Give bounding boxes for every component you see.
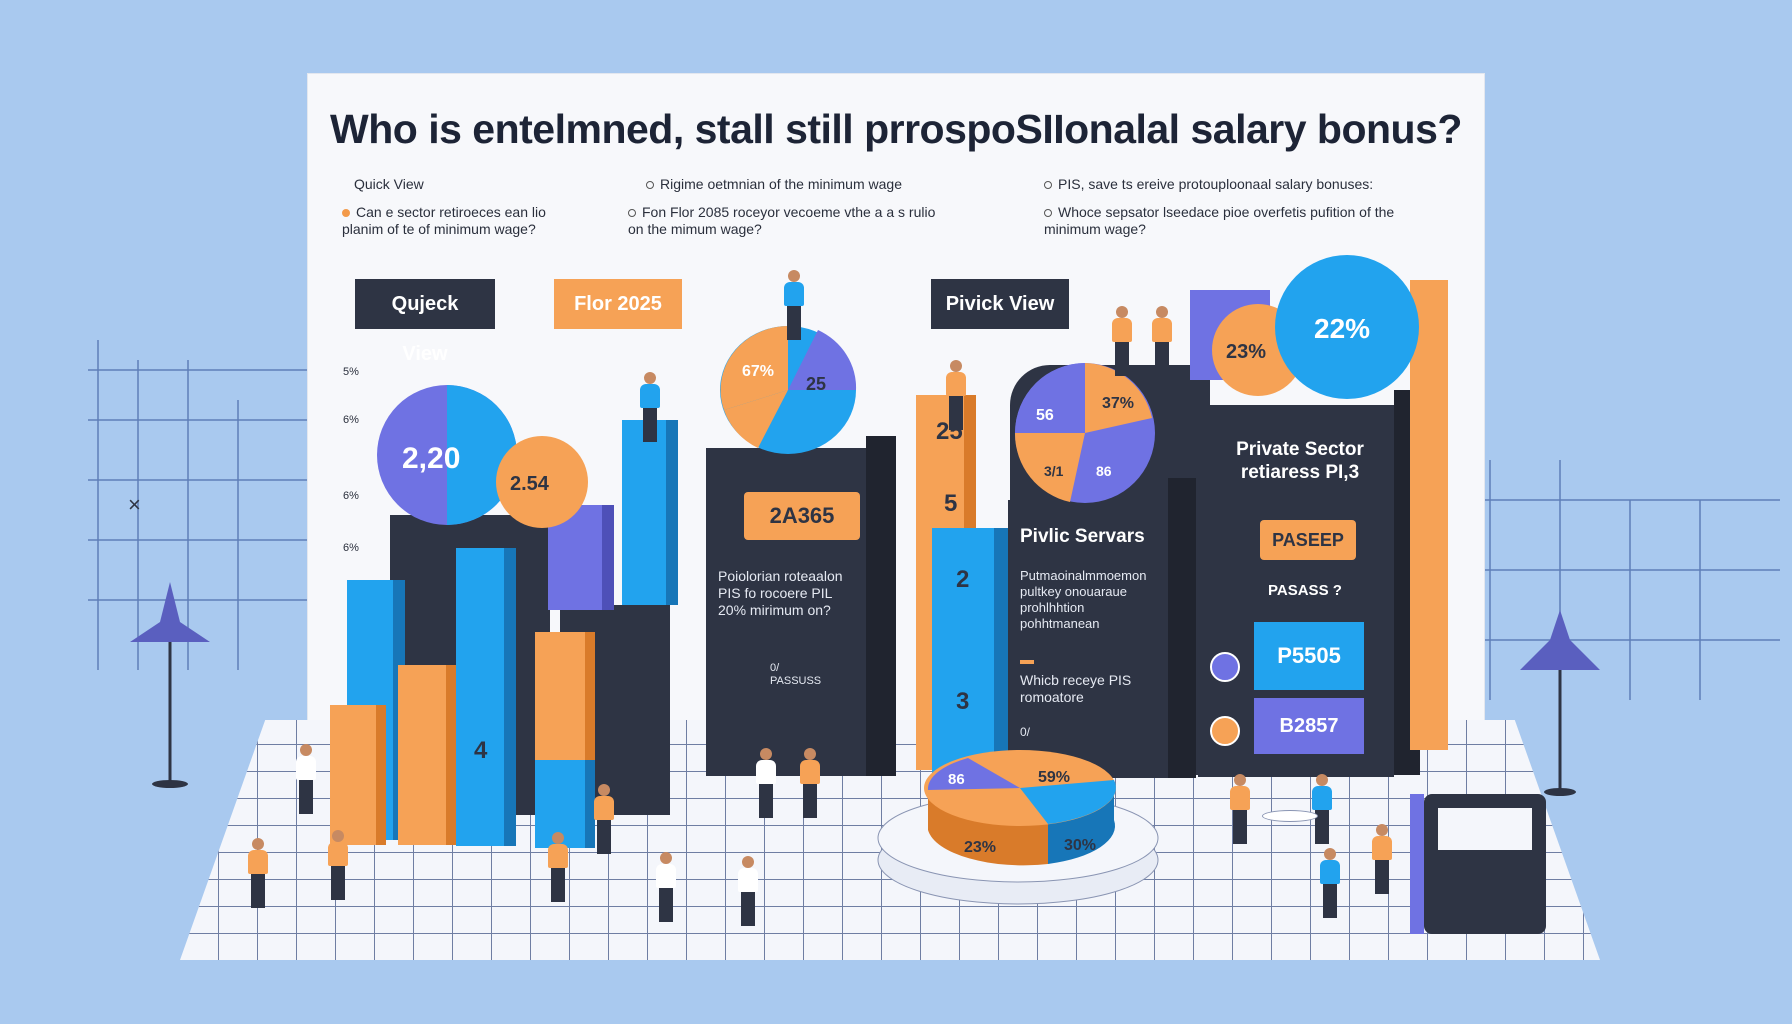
pie-label: 56 bbox=[1036, 407, 1054, 424]
note-mid-1: Rigime oetmnian of the minimum wage bbox=[646, 176, 976, 193]
note-mid-2: Fon Flor 2085 roceyor vecoeme vthe a a s… bbox=[628, 204, 936, 237]
pie-label: 3/1 bbox=[1044, 463, 1064, 479]
pivic-panel bbox=[1008, 500, 1168, 778]
floor-pie: 86 59% 23% 30% bbox=[877, 750, 1159, 905]
pie-label: 37% bbox=[1102, 395, 1134, 412]
bullet-ring-icon bbox=[628, 209, 636, 218]
axis-tick: 6% bbox=[343, 490, 359, 502]
note-quick-view: Quick View bbox=[354, 176, 424, 192]
pie-label: 59% bbox=[1038, 769, 1070, 786]
center-tag: 2A365 bbox=[744, 492, 860, 540]
center-panel-side bbox=[866, 436, 896, 776]
p-card-a: P5505 bbox=[1254, 622, 1364, 690]
background-grid-left: × bbox=[88, 340, 318, 670]
pie-left-small: 2.54 bbox=[496, 436, 588, 528]
bar-orange-2 bbox=[398, 665, 456, 845]
pie-label: 25 bbox=[806, 374, 826, 394]
pie-label: 2.54 bbox=[510, 473, 550, 495]
pivic-small: 0/ bbox=[1020, 725, 1031, 739]
note-right-2: Whoce sepsator lseedace pioe overfetis p… bbox=[1044, 204, 1395, 237]
pivic-title: Pivlic Servars bbox=[1020, 526, 1145, 547]
pivic-panel-side bbox=[1168, 478, 1196, 778]
pie-label: 67% bbox=[742, 363, 774, 380]
pie-label: 86 bbox=[948, 771, 965, 788]
pie-label: 30% bbox=[1064, 837, 1096, 854]
center-panel-text: Poiolorian roteaalon PIS fo rocoere PIL … bbox=[718, 568, 843, 618]
pie-right: 56 37% 3/1 86 bbox=[1014, 363, 1155, 503]
pie-label: 23% bbox=[1226, 341, 1266, 363]
bar-value-label: 3 bbox=[956, 688, 970, 715]
quick-view-button[interactable]: Qujeck View bbox=[355, 279, 495, 365]
note-left: Can e sector retiroeces ean lio planim o… bbox=[342, 204, 546, 237]
note-right-1: PIS, save ts ereive protouploonaal salar… bbox=[1044, 176, 1434, 193]
x-mark-icon: × bbox=[128, 492, 141, 517]
bar-value-label: 2 bbox=[956, 566, 970, 593]
pivic-question: Whicb receye PIS romoatore bbox=[1020, 672, 1132, 705]
flor-2025-button[interactable]: Flor 2025 bbox=[554, 279, 682, 329]
pie-center: 67% 25 bbox=[720, 326, 857, 454]
bullet-ring-icon bbox=[1044, 209, 1052, 218]
bullet-ring-icon bbox=[646, 181, 654, 190]
lamp-right-icon bbox=[1520, 610, 1600, 796]
pasass-text: PASASS ? bbox=[1268, 582, 1342, 599]
bullet-ring-icon bbox=[1044, 181, 1052, 190]
axis-tick: 6% bbox=[343, 414, 359, 426]
bar-orange-1 bbox=[330, 705, 386, 845]
pie-label: 2,20 bbox=[402, 442, 460, 475]
terminal-screen bbox=[1438, 808, 1532, 850]
bar-blue-right bbox=[932, 528, 1008, 778]
bullet-icon bbox=[342, 209, 350, 218]
bar-value-label: 5 bbox=[944, 490, 958, 517]
private-title: Private Sector retiaress PI,3 bbox=[1236, 439, 1364, 483]
pie-label: 23% bbox=[964, 839, 996, 856]
axis-tick: 5% bbox=[343, 366, 359, 378]
bar-value-label: 4 bbox=[474, 737, 488, 764]
bar-orange-far-right bbox=[1410, 280, 1448, 750]
bar-blue-3 bbox=[622, 420, 678, 605]
p-card-b: B2857 bbox=[1254, 698, 1364, 754]
bar-blue-4 bbox=[535, 760, 595, 848]
pivic-text: Putmaoinalmmoemon pultkey onouaraue proh… bbox=[1020, 568, 1147, 631]
axis-tick: 6% bbox=[343, 542, 359, 554]
pie-top-blue: 22% bbox=[1275, 255, 1419, 399]
connector-dot bbox=[1210, 652, 1240, 682]
terminal-side bbox=[1410, 794, 1424, 934]
pie-label: 22% bbox=[1314, 313, 1370, 344]
pivic-divider bbox=[1020, 660, 1034, 664]
table-icon bbox=[1262, 810, 1318, 822]
center-panel-small: 0/ PASSUSS bbox=[770, 662, 822, 687]
bar-blue-2 bbox=[456, 548, 516, 846]
pie-label: 86 bbox=[1096, 463, 1112, 479]
page-title: Who is entelmned, stall still prrospoSII… bbox=[330, 106, 1462, 152]
connector-dot bbox=[1210, 716, 1240, 746]
lamp-left-icon bbox=[130, 582, 210, 788]
pie-left-big: 2,20 bbox=[377, 385, 517, 525]
privick-view-button[interactable]: Pivick View bbox=[931, 279, 1069, 329]
terminal-icon bbox=[1410, 794, 1546, 934]
pasep-tag: PASEEP bbox=[1260, 520, 1356, 560]
